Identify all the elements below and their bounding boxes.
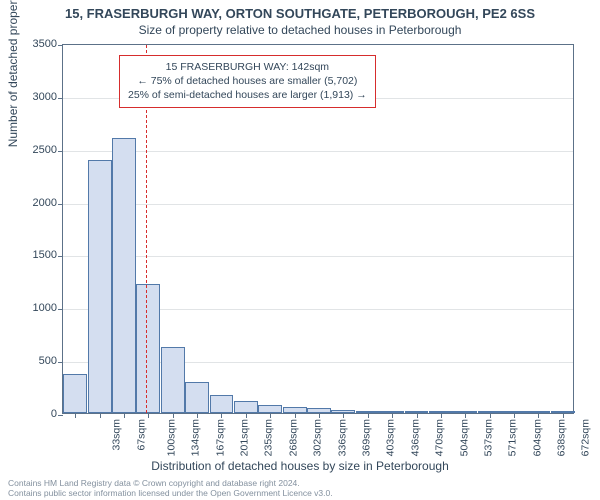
ytick-label: 2000 (7, 197, 57, 209)
xtick-label: 201sqm (238, 419, 250, 456)
ytick-label: 3000 (7, 91, 57, 103)
xtick-label: 672sqm (580, 419, 592, 456)
callout-line: 25% of semi-detached houses are larger (… (128, 88, 367, 102)
ytick-mark (58, 309, 63, 310)
xtick-label: 604sqm (531, 419, 543, 456)
xtick-mark (295, 413, 296, 418)
ytick-mark (58, 415, 63, 416)
xtick-label: 134sqm (190, 419, 202, 456)
histogram-bar (136, 284, 160, 413)
callout-box: 15 FRASERBURGH WAY: 142sqm← 75% of detac… (119, 55, 376, 108)
xtick-mark (148, 413, 149, 418)
xtick-label: 436sqm (409, 419, 421, 456)
y-axis-label: Number of detached properties (6, 0, 20, 147)
ytick-label: 1000 (7, 302, 57, 314)
xtick-label: 571sqm (507, 419, 519, 456)
ytick-label: 500 (7, 355, 57, 367)
ytick-label: 1500 (7, 249, 57, 261)
xtick-mark (563, 413, 564, 418)
ytick-label: 2500 (7, 144, 57, 156)
chart-container: 15, FRASERBURGH WAY, ORTON SOUTHGATE, PE… (0, 0, 600, 500)
footer-line-2: Contains public sector information licen… (8, 488, 592, 498)
xtick-mark (417, 413, 418, 418)
xtick-label: 100sqm (165, 419, 177, 456)
histogram-bar (258, 405, 282, 413)
xtick-mark (197, 413, 198, 418)
histogram-bar (161, 347, 185, 413)
xtick-label: 403sqm (385, 419, 397, 456)
callout-line: 15 FRASERBURGH WAY: 142sqm (128, 60, 367, 74)
xtick-mark (343, 413, 344, 418)
ytick-mark (58, 151, 63, 152)
histogram-bar (185, 382, 209, 413)
x-axis-label: Distribution of detached houses by size … (0, 459, 600, 473)
xtick-label: 638sqm (555, 419, 567, 456)
callout-line: ← 75% of detached houses are smaller (5,… (128, 74, 367, 88)
xtick-mark (100, 413, 101, 418)
xtick-mark (368, 413, 369, 418)
xtick-mark (514, 413, 515, 418)
chart-title: 15, FRASERBURGH WAY, ORTON SOUTHGATE, PE… (0, 0, 600, 22)
xtick-mark (246, 413, 247, 418)
gridline (63, 256, 573, 257)
histogram-bar (63, 374, 87, 413)
gridline (63, 151, 573, 152)
ytick-mark (58, 256, 63, 257)
xtick-label: 336sqm (336, 419, 348, 456)
xtick-label: 167sqm (214, 419, 226, 456)
xtick-mark (221, 413, 222, 418)
xtick-label: 537sqm (482, 419, 494, 456)
xtick-label: 67sqm (135, 419, 147, 451)
xtick-mark (75, 413, 76, 418)
ytick-mark (58, 45, 63, 46)
xtick-mark (538, 413, 539, 418)
xtick-label: 235sqm (263, 419, 275, 456)
xtick-mark (319, 413, 320, 418)
chart-subtitle: Size of property relative to detached ho… (0, 22, 600, 37)
histogram-bar (112, 138, 136, 413)
ytick-mark (58, 98, 63, 99)
xtick-mark (392, 413, 393, 418)
histogram-bar (88, 160, 112, 413)
xtick-label: 302sqm (312, 419, 324, 456)
xtick-mark (465, 413, 466, 418)
xtick-label: 33sqm (111, 419, 123, 451)
xtick-mark (124, 413, 125, 418)
xtick-mark (441, 413, 442, 418)
ytick-mark (58, 204, 63, 205)
xtick-label: 504sqm (458, 419, 470, 456)
xtick-mark (490, 413, 491, 418)
ytick-mark (58, 362, 63, 363)
xtick-mark (173, 413, 174, 418)
xtick-mark (270, 413, 271, 418)
xtick-label: 268sqm (287, 419, 299, 456)
footer-attribution: Contains HM Land Registry data © Crown c… (8, 478, 592, 498)
gridline (63, 204, 573, 205)
xtick-label: 470sqm (434, 419, 446, 456)
plot-area: 33sqm67sqm100sqm134sqm167sqm201sqm235sqm… (62, 44, 574, 414)
footer-line-1: Contains HM Land Registry data © Crown c… (8, 478, 592, 488)
ytick-label: 0 (7, 408, 57, 420)
ytick-label: 3500 (7, 38, 57, 50)
xtick-label: 369sqm (360, 419, 372, 456)
histogram-bar (210, 395, 234, 413)
histogram-bar (234, 401, 258, 413)
